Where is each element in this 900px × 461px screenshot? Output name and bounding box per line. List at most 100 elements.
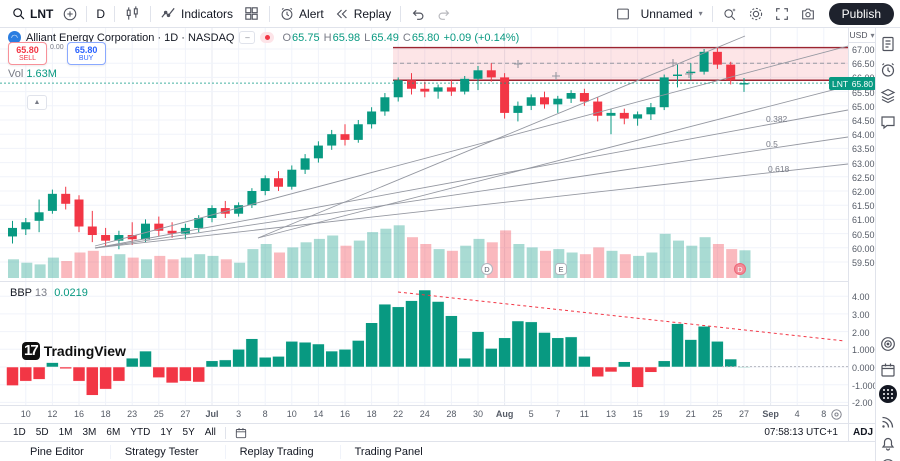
volume-bar [380, 228, 392, 278]
range-1y[interactable]: 1Y [160, 427, 173, 438]
time-label: 14 [313, 409, 324, 419]
quick-search-icon[interactable] [717, 4, 743, 24]
dividend-marker[interactable] [481, 263, 493, 275]
trendline[interactable] [257, 85, 848, 239]
bbp-value: 0.0219 [54, 287, 88, 299]
session-clock[interactable]: 07:58:13 UTC+1 [764, 427, 838, 438]
candle-body [367, 111, 377, 125]
candle-body [606, 112, 616, 116]
bbp-bar [125, 357, 139, 368]
settings-gear-icon[interactable] [743, 4, 769, 24]
bbp-trendline[interactable] [397, 291, 846, 342]
range-ytd[interactable]: YTD [130, 427, 151, 438]
trendline[interactable] [94, 45, 848, 247]
bbp-bar [657, 360, 671, 368]
range-5d[interactable]: 5D [35, 427, 49, 438]
bbp-tick: 1.0000 [852, 345, 880, 356]
trendline[interactable] [94, 136, 848, 249]
tab-trading-panel[interactable]: Trading Panel [354, 446, 423, 458]
candle-body [154, 223, 164, 231]
axis-settings-icon[interactable] [830, 408, 843, 421]
chart-canvas[interactable]: 0.382 0.5 0.618 D E D [0, 28, 848, 405]
sell-button[interactable]: 65.80 SELL [8, 42, 47, 65]
trendline[interactable] [257, 35, 746, 239]
currency-selector[interactable]: USD ▾ [849, 28, 875, 43]
bbp-legend[interactable]: BBP 13 0.0219 [10, 287, 88, 299]
chart-style-icon[interactable] [119, 3, 146, 24]
drawing-anchor[interactable] [685, 70, 693, 78]
undo-icon[interactable] [405, 4, 431, 24]
help-icon[interactable]: ? [878, 456, 898, 461]
redo-icon[interactable] [431, 4, 457, 24]
volume-bar [141, 259, 152, 278]
object-tree-layers-icon[interactable] [878, 86, 898, 106]
go-to-date-icon[interactable] [234, 426, 248, 440]
range-all[interactable]: All [204, 427, 216, 438]
time-axis[interactable]: 10 12 16 18 23 25 27 Jul 3 8 10 14 16 18 22 24 28 30 Aug 5 7… [0, 405, 848, 424]
volume-bar [526, 247, 538, 278]
add-symbol-icon[interactable] [62, 6, 78, 22]
publish-button[interactable]: Publish [828, 2, 894, 25]
camera-icon[interactable] [795, 4, 821, 24]
range-1d[interactable]: 1D [13, 427, 26, 438]
fib-label: 0.382 [766, 114, 788, 124]
drawing-anchor[interactable] [669, 59, 677, 67]
volume-legend[interactable]: Vol 1.63M [8, 68, 57, 80]
range-1m[interactable]: 1M [58, 427, 73, 438]
layout-name-button[interactable]: Unnamed ▾ [640, 6, 703, 21]
bbp-tick: 2.00 [852, 327, 870, 338]
alert-button[interactable]: Alert [274, 4, 329, 24]
time-label: 12 [47, 409, 58, 419]
bbp-bar [418, 289, 432, 368]
bbp-bar [338, 349, 352, 368]
upcoming-dividend-marker[interactable] [734, 263, 746, 275]
earnings-marker[interactable] [555, 263, 567, 275]
candle-body [513, 105, 523, 113]
bbp-bar [511, 320, 525, 368]
range-6m[interactable]: 6M [106, 427, 121, 438]
range-3m[interactable]: 3M [82, 427, 97, 438]
bbp-bar [591, 366, 604, 377]
symbol-search-button[interactable]: LNT [6, 4, 58, 23]
badge-symbol: LNT [832, 78, 849, 89]
bbp-bar [72, 366, 86, 382]
apps-grid-icon[interactable] [879, 385, 897, 403]
calendar-icon[interactable] [878, 360, 898, 380]
drawing-anchor[interactable] [514, 60, 522, 68]
layout-templates-icon[interactable] [238, 3, 265, 24]
market-closed-icon [260, 32, 275, 43]
volume-bar [646, 252, 658, 278]
price-tick: 63.00 [852, 158, 875, 169]
tab-replay-trading[interactable]: Replay Trading [226, 445, 341, 459]
save-layout-icon[interactable] [610, 4, 636, 24]
chat-icon[interactable] [878, 112, 898, 132]
replay-button[interactable]: Replay [329, 4, 396, 24]
bbp-bar [272, 356, 285, 368]
price-axis[interactable]: 67.0066.5066.0065.5065.0064.5064.0063.50… [849, 28, 883, 408]
range-5y[interactable]: 5Y [182, 427, 195, 438]
alerts-clock-icon[interactable] [878, 60, 898, 80]
time-label: 7 [555, 409, 561, 419]
tab-strategy-tester[interactable]: Strategy Tester [111, 445, 226, 459]
candle-body [646, 107, 656, 115]
indicators-button[interactable]: Indicators [155, 3, 238, 24]
hide-legend-icon[interactable]: – [239, 31, 256, 44]
price-tick: 63.50 [852, 144, 875, 155]
bbp-bar [245, 338, 259, 368]
chart-legend[interactable]: ◠ Alliant Energy Corporation · 1D · NASD… [8, 31, 520, 44]
symbol-title[interactable]: Alliant Energy Corporation · 1D · NASDAQ [26, 31, 235, 44]
adj-toggle[interactable]: ADJ [853, 427, 874, 438]
fullscreen-icon[interactable] [769, 4, 795, 24]
hotlists-target-icon[interactable] [878, 334, 898, 354]
trendline[interactable] [94, 109, 848, 249]
watchlist-icon[interactable] [878, 34, 898, 54]
drawing-anchor[interactable] [552, 72, 560, 80]
notifications-bell-icon[interactable] [878, 434, 898, 454]
volume-bar [234, 262, 246, 278]
trendline[interactable] [94, 163, 848, 249]
legend-collapse-button[interactable]: ▲ [27, 95, 47, 110]
streams-broadcast-icon[interactable] [878, 412, 898, 432]
buy-button[interactable]: 65.80 BUY [66, 42, 106, 65]
tab-pine-editor[interactable]: Pine Editor [0, 445, 111, 459]
interval-button[interactable]: D [96, 6, 105, 21]
